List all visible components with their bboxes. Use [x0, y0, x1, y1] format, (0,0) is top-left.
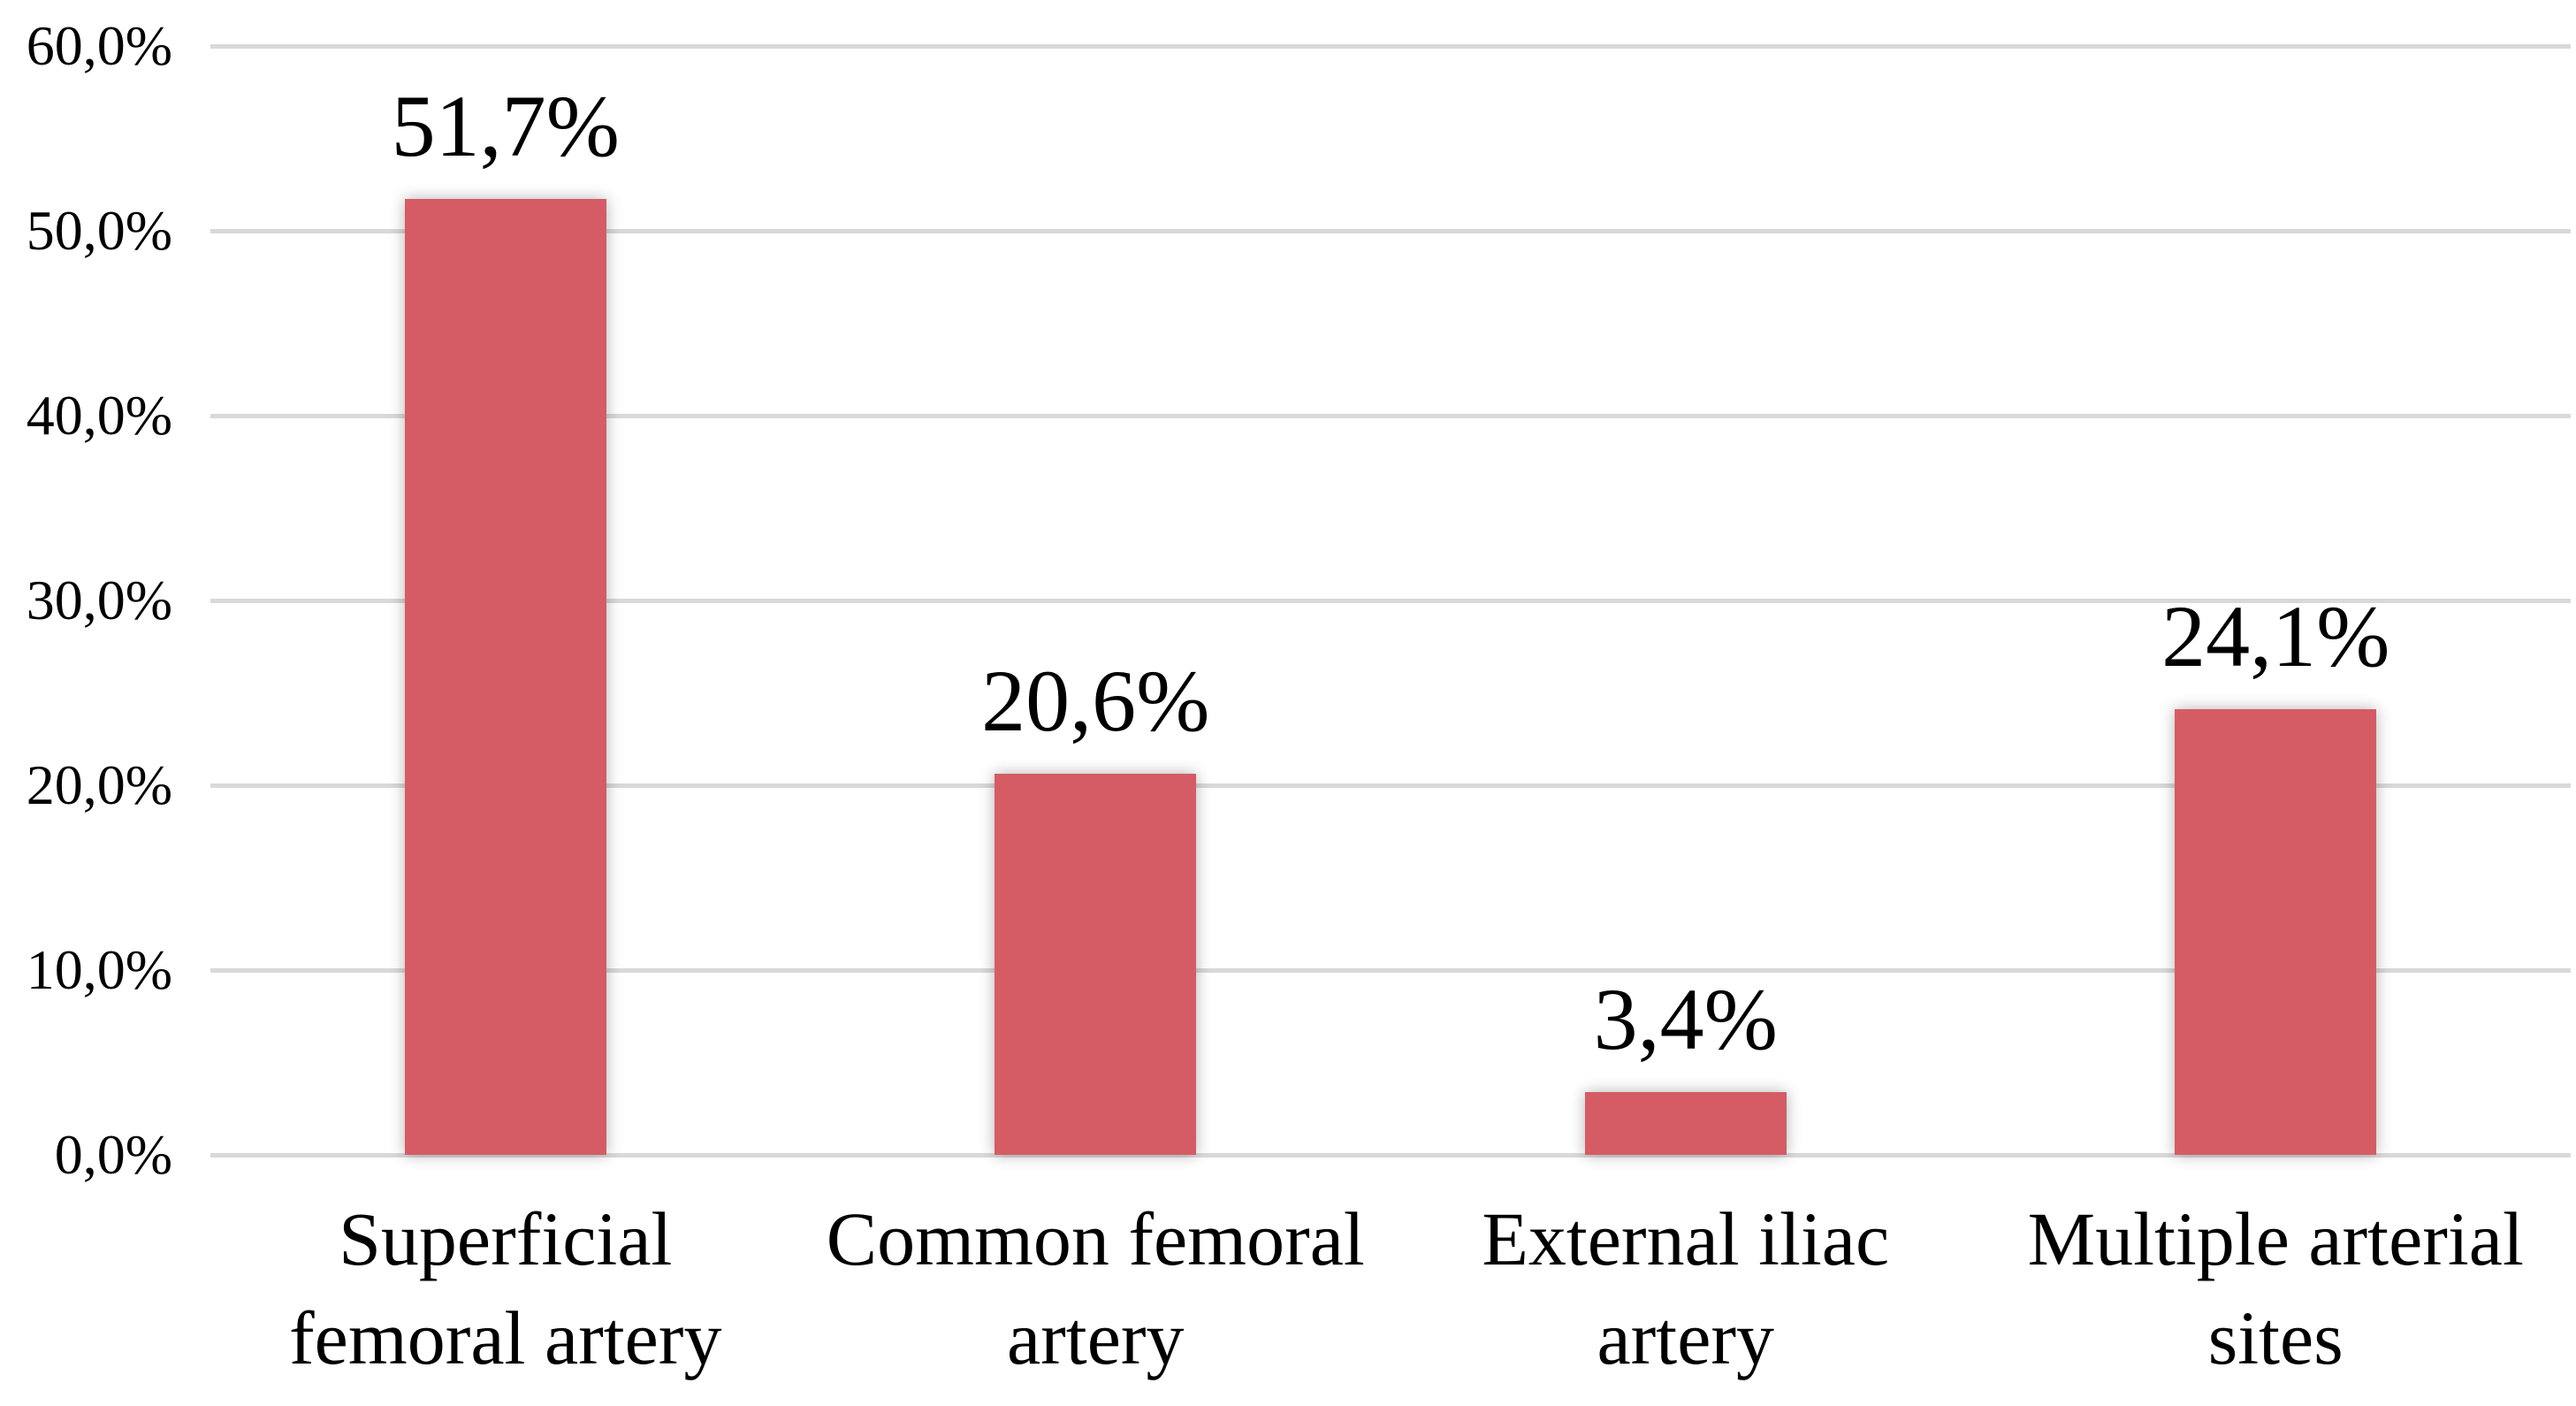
bar-value-label: 20,6% [981, 652, 1210, 751]
gridline [210, 967, 2571, 973]
x-category-label: Common femoral artery [826, 1196, 1365, 1380]
y-tick-label: 50,0% [26, 199, 172, 262]
bar-value-label: 51,7% [391, 77, 620, 176]
bar [995, 774, 1197, 1155]
bar [404, 199, 606, 1155]
y-tick-label: 30,0% [26, 569, 172, 631]
gridline [210, 43, 2571, 49]
y-tick-label: 60,0% [26, 14, 172, 77]
bar [2175, 709, 2377, 1155]
x-category-label: Multiple arterial sites [2027, 1196, 2524, 1380]
bar-value-label: 3,4% [1593, 969, 1778, 1068]
y-tick-label: 10,0% [26, 938, 172, 1001]
x-axis-line [210, 1152, 2571, 1158]
y-tick-label: 40,0% [26, 384, 172, 447]
x-category-label: Superficial femoral artery [289, 1196, 722, 1380]
gridline [210, 598, 2571, 603]
x-category-label: External iliac artery [1482, 1196, 1890, 1380]
bar-value-label: 24,1% [2161, 587, 2390, 686]
y-tick-label: 0,0% [54, 1123, 172, 1186]
gridline [210, 228, 2571, 233]
gridline [210, 413, 2571, 418]
y-tick-label: 20,0% [26, 753, 172, 816]
bar [1584, 1091, 1787, 1155]
gridline [210, 783, 2571, 788]
